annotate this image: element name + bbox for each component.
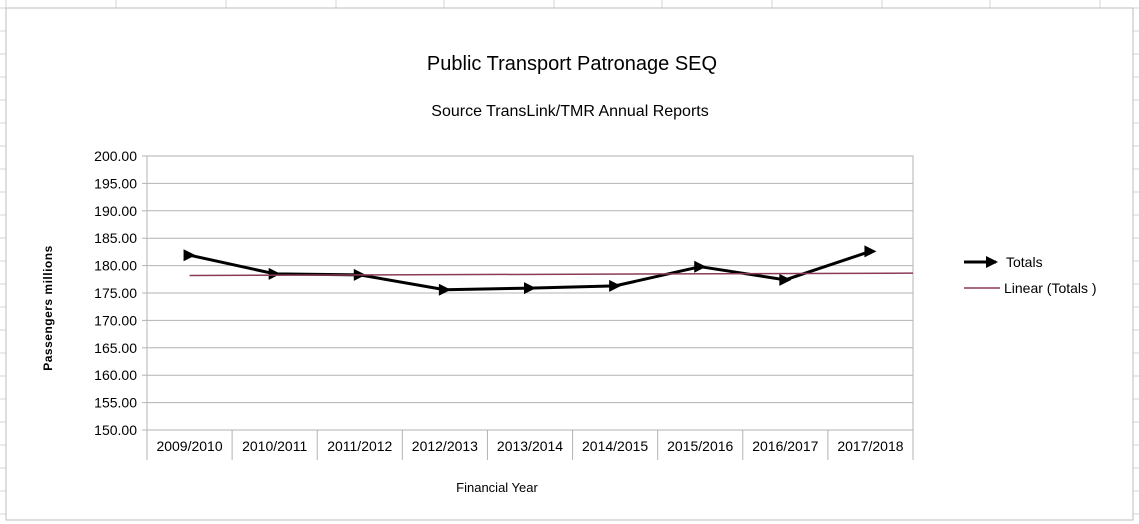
y-tick-label: 160.00 — [94, 367, 137, 383]
y-tick-label: 195.00 — [94, 175, 137, 191]
y-tick-label: 190.00 — [94, 203, 137, 219]
data-point-totals — [268, 267, 281, 280]
x-axis-title: Financial Year — [456, 480, 538, 495]
chart-subtitle: Source TransLink/TMR Annual Reports — [431, 103, 708, 120]
x-tick-label: 2012/2013 — [412, 438, 478, 454]
data-point-totals — [524, 282, 536, 295]
x-tick-label: 2016/2017 — [752, 438, 818, 454]
plot-area: 150.00 155.00 160.00 165.00 170.00 175.00 180.… — [94, 148, 914, 460]
chart-title: Public Transport Patronage SEQ — [427, 53, 717, 75]
y-tick-label: 175.00 — [94, 285, 137, 301]
trendline-linear-totals — [189, 272, 914, 277]
legend-marker-totals — [986, 256, 998, 268]
y-tick-label: 155.00 — [94, 395, 137, 411]
y-tick-label: 180.00 — [94, 258, 137, 274]
data-point-totals — [609, 279, 622, 292]
y-tick-label: 170.00 — [94, 312, 137, 328]
data-point-totals — [694, 260, 707, 273]
y-tick-label: 150.00 — [94, 422, 137, 438]
data-point-totals — [438, 283, 451, 296]
legend-label-linear: Linear (Totals ) — [1004, 280, 1097, 296]
x-tick-label: 2014/2015 — [582, 438, 648, 454]
x-tick-label: 2011/2012 — [327, 438, 392, 454]
y-tick-label: 165.00 — [94, 340, 137, 356]
x-tick-label: 2013/2014 — [497, 438, 563, 454]
x-tick-label: 2017/2018 — [837, 438, 903, 454]
data-point-totals — [779, 273, 792, 286]
legend: Totals Linear (Totals ) — [964, 254, 1097, 296]
y-tick-label: 185.00 — [94, 230, 137, 246]
series-line-totals — [189, 249, 871, 292]
data-point-totals — [864, 245, 877, 258]
x-tick-label: 2010/2011 — [242, 438, 307, 454]
x-tick-label: 2015/2016 — [667, 438, 733, 454]
y-axis-title: Passengers millions — [41, 245, 55, 371]
plot-frame — [146, 155, 914, 431]
y-tick-label: 200.00 — [94, 148, 137, 164]
data-point-totals — [183, 249, 196, 262]
legend-label-totals: Totals — [1006, 254, 1043, 270]
x-tick-label: 2009/2010 — [156, 438, 222, 454]
